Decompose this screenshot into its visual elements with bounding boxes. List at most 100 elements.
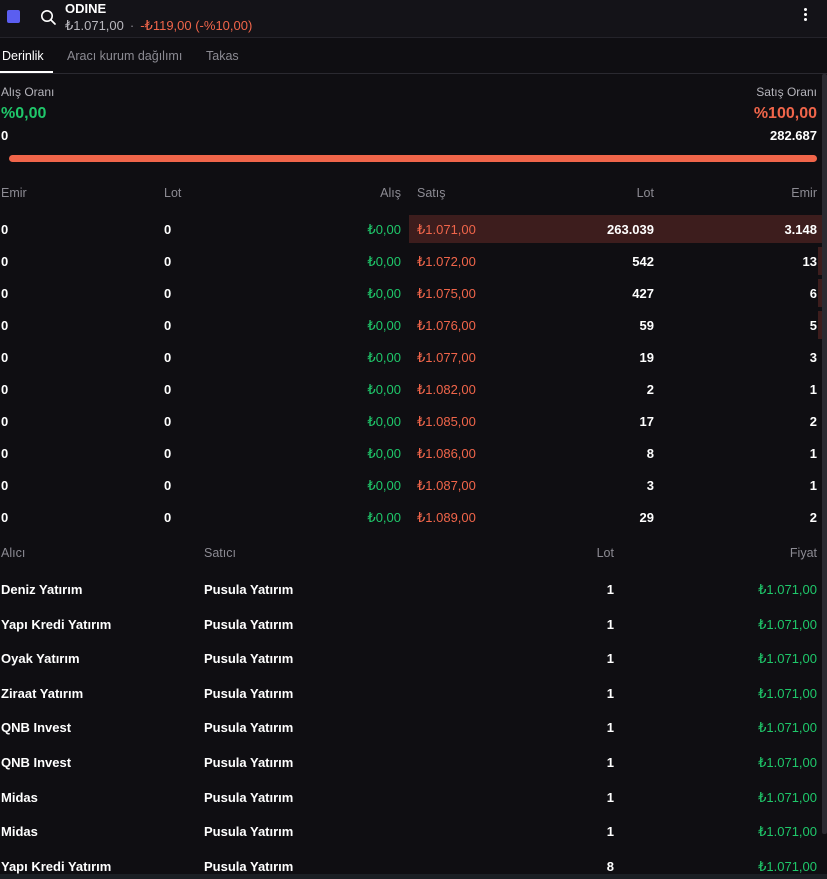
app-square-icon[interactable] bbox=[7, 10, 20, 23]
bid-price-cell[interactable]: ₺0,00 bbox=[367, 382, 401, 397]
ask-price-cell[interactable]: ₺1.087,00 bbox=[417, 478, 476, 493]
trade-lot-cell: 1 bbox=[606, 720, 614, 736]
buyer-cell: Deniz Yatırım bbox=[1, 582, 83, 597]
sell-orders-cell: 1 bbox=[809, 478, 817, 493]
buy-lot-cell: 0 bbox=[164, 318, 172, 333]
trade-row: QNB Invest Pusula Yatırım 1 ₺1.071,00 bbox=[0, 720, 827, 740]
sell-orders-cell: 3.148 bbox=[784, 222, 817, 237]
trade-lot-cell: 1 bbox=[606, 582, 614, 597]
tab-bar: Derinlik Aracı kurum dağılımı Takas bbox=[0, 38, 827, 74]
header-ask: Satış bbox=[417, 186, 446, 200]
buy-orders-cell: 0 bbox=[1, 286, 9, 301]
trade-price-cell: ₺1.071,00 bbox=[758, 685, 817, 701]
tab-settlement[interactable]: Takas bbox=[206, 49, 239, 63]
trade-price-cell: ₺1.071,00 bbox=[758, 755, 817, 770]
seller-cell: Pusula Yatırım bbox=[204, 858, 294, 874]
trade-price-cell: ₺1.071,00 bbox=[758, 789, 817, 805]
buyer-cell: QNB Invest bbox=[1, 755, 72, 770]
header-buyer: Alıcı bbox=[1, 546, 26, 560]
bid-price-cell[interactable]: ₺0,00 bbox=[367, 414, 401, 429]
tab-broker-distribution[interactable]: Aracı kurum dağılımı bbox=[67, 49, 183, 63]
sell-orders-cell: 1 bbox=[809, 446, 817, 461]
ticker-symbol[interactable]: ODINE bbox=[65, 1, 107, 16]
buy-orders-cell: 0 bbox=[1, 350, 9, 365]
tab-depth[interactable]: Derinlik bbox=[2, 49, 44, 63]
sell-total-qty: 282.687 bbox=[770, 128, 817, 143]
buy-orders-cell: 0 bbox=[1, 446, 9, 461]
trade-lot-cell: 8 bbox=[606, 858, 614, 874]
price-change: -₺119,00 (-%10,00) bbox=[140, 18, 253, 33]
header-trade-lot: Lot bbox=[596, 546, 614, 560]
sell-orders-cell: 2 bbox=[809, 414, 817, 429]
trade-price-cell: ₺1.071,00 bbox=[758, 651, 817, 667]
buy-lot-cell: 0 bbox=[164, 286, 172, 301]
depth-row: 0 0 ₺0,00 ₺1.089,00 29 2 bbox=[0, 503, 827, 531]
sell-lot-cell: 19 bbox=[639, 350, 654, 365]
trade-lot-cell: 1 bbox=[606, 789, 614, 805]
buy-orders-cell: 0 bbox=[1, 510, 9, 525]
bid-price-cell[interactable]: ₺0,00 bbox=[367, 222, 401, 237]
price-line: ₺1.071,00 · -₺119,00 (-%10,00) bbox=[65, 18, 252, 34]
search-icon[interactable] bbox=[40, 9, 57, 26]
trade-lot-cell: 1 bbox=[606, 685, 614, 701]
ask-price-cell[interactable]: ₺1.089,00 bbox=[417, 510, 476, 525]
buy-lot-cell: 0 bbox=[164, 510, 172, 525]
ask-price-cell[interactable]: ₺1.085,00 bbox=[417, 414, 476, 429]
sell-ratio-value: %100,00 bbox=[753, 105, 817, 122]
buy-orders-cell: 0 bbox=[1, 254, 9, 269]
trade-lot-cell: 1 bbox=[606, 616, 614, 632]
bid-price-cell[interactable]: ₺0,00 bbox=[367, 446, 401, 461]
trade-row: Oyak Yatırım Pusula Yatırım 1 ₺1.071,00 bbox=[0, 651, 827, 671]
trade-row: Deniz Yatırım Pusula Yatırım 1 ₺1.071,00 bbox=[0, 582, 827, 602]
bid-price-cell[interactable]: ₺0,00 bbox=[367, 286, 401, 301]
buyer-cell: QNB Invest bbox=[1, 720, 72, 736]
bid-price-cell[interactable]: ₺0,00 bbox=[367, 478, 401, 493]
seller-cell: Pusula Yatırım bbox=[204, 651, 294, 667]
bid-price-cell[interactable]: ₺0,00 bbox=[367, 318, 401, 333]
sell-orders-cell: 6 bbox=[809, 286, 817, 301]
bid-price-cell[interactable]: ₺0,00 bbox=[367, 254, 401, 269]
ask-price-cell[interactable]: ₺1.082,00 bbox=[417, 382, 476, 397]
bid-price-cell[interactable]: ₺0,00 bbox=[367, 510, 401, 525]
depth-row: 0 0 ₺0,00 ₺1.076,00 59 5 bbox=[0, 311, 827, 339]
header-buy-orders: Emir bbox=[1, 186, 27, 200]
buy-orders-cell: 0 bbox=[1, 414, 9, 429]
seller-cell: Pusula Yatırım bbox=[204, 616, 294, 632]
top-bar: ODINE ₺1.071,00 · -₺119,00 (-%10,00) bbox=[0, 0, 827, 38]
buy-lot-cell: 0 bbox=[164, 222, 172, 237]
trade-row: Midas Pusula Yatırım 1 ₺1.071,00 bbox=[0, 824, 827, 844]
depth-row: 0 0 ₺0,00 ₺1.077,00 19 3 bbox=[0, 343, 827, 371]
buy-orders-cell: 0 bbox=[1, 222, 9, 237]
bid-price-cell[interactable]: ₺0,00 bbox=[367, 350, 401, 365]
bottom-edge bbox=[0, 874, 827, 879]
depth-row: 0 0 ₺0,00 ₺1.086,00 8 1 bbox=[0, 439, 827, 467]
more-vertical-icon[interactable] bbox=[800, 8, 810, 26]
header-seller: Satıcı bbox=[204, 546, 236, 560]
seller-cell: Pusula Yatırım bbox=[204, 720, 294, 736]
trade-price-cell: ₺1.071,00 bbox=[758, 616, 817, 632]
depth-row: 0 0 ₺0,00 ₺1.082,00 2 1 bbox=[0, 375, 827, 403]
sell-lot-cell: 2 bbox=[646, 382, 654, 397]
ask-price-cell[interactable]: ₺1.071,00 bbox=[417, 222, 476, 237]
seller-cell: Pusula Yatırım bbox=[204, 685, 294, 701]
active-tab-indicator bbox=[0, 71, 53, 73]
buy-lot-cell: 0 bbox=[164, 478, 172, 493]
sell-orders-cell: 3 bbox=[809, 350, 817, 365]
sell-lot-cell: 3 bbox=[646, 478, 654, 493]
trade-price-cell: ₺1.071,00 bbox=[758, 858, 817, 874]
sell-orders-cell: 1 bbox=[809, 382, 817, 397]
ask-price-cell[interactable]: ₺1.076,00 bbox=[417, 318, 476, 333]
ask-price-cell[interactable]: ₺1.077,00 bbox=[417, 350, 476, 365]
ask-price-cell[interactable]: ₺1.075,00 bbox=[417, 286, 476, 301]
seller-cell: Pusula Yatırım bbox=[204, 582, 294, 597]
sell-orders-cell: 5 bbox=[809, 318, 817, 333]
scrollbar[interactable] bbox=[822, 74, 827, 834]
ask-price-cell[interactable]: ₺1.086,00 bbox=[417, 446, 476, 461]
ask-price-cell[interactable]: ₺1.072,00 bbox=[417, 254, 476, 269]
sell-lot-cell: 8 bbox=[646, 446, 654, 461]
price-separator: · bbox=[129, 18, 135, 33]
buyer-cell: Oyak Yatırım bbox=[1, 651, 80, 667]
header-sell-orders: Emir bbox=[791, 186, 817, 200]
buy-lot-cell: 0 bbox=[164, 382, 172, 397]
sell-lot-cell: 59 bbox=[639, 318, 654, 333]
